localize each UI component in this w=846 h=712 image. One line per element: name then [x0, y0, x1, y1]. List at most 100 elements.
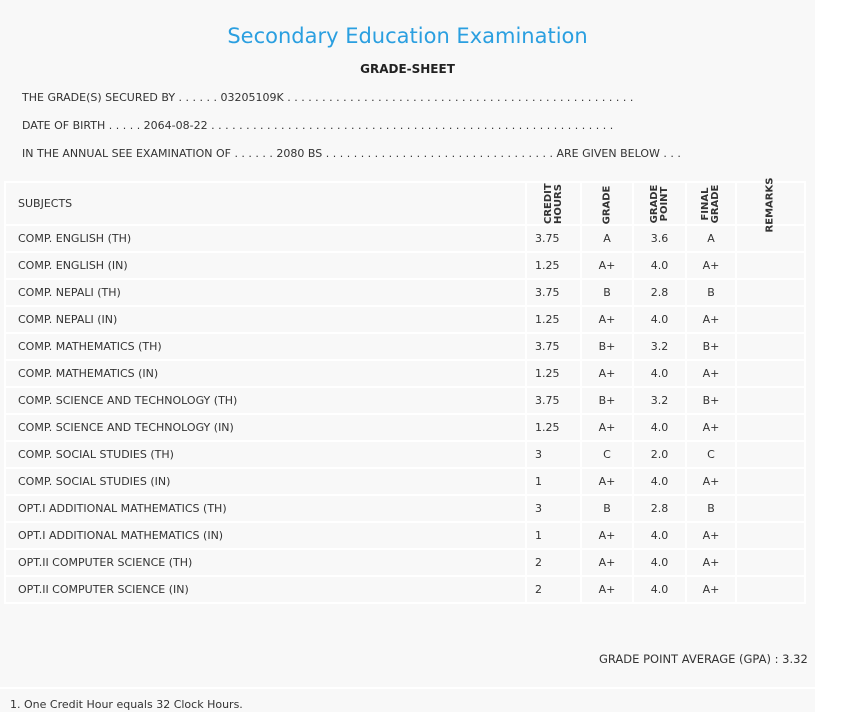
grade-point-cell: 2.8: [632, 278, 687, 307]
final-grade-cell: B+: [685, 332, 737, 361]
table-row: COMP. MATHEMATICS (TH) 3.75 B+ 3.2 B+: [4, 332, 806, 361]
credit-hours-cell: 2: [525, 548, 582, 577]
remarks-cell: [735, 467, 806, 496]
grade-cell: A+: [580, 305, 634, 334]
final-grade-cell: C: [685, 440, 737, 469]
subject-cell: OPT.II COMPUTER SCIENCE (IN): [4, 575, 527, 604]
final-grade-cell: A+: [685, 467, 737, 496]
credit-hours-cell: 3: [525, 494, 582, 523]
grade-cell: A+: [580, 521, 634, 550]
grade-cell: A+: [580, 467, 634, 496]
remarks-cell: [735, 548, 806, 577]
grade-point-cell: 2.0: [632, 440, 687, 469]
grade-point-cell: 4.0: [632, 467, 687, 496]
final-grade-cell: A+: [685, 359, 737, 388]
table-row: COMP. NEPALI (TH) 3.75 B 2.8 B: [4, 278, 806, 307]
remarks-cell: [735, 494, 806, 523]
table-row: COMP. SCIENCE AND TECHNOLOGY (IN) 1.25 A+ 4…: [4, 413, 806, 442]
secured-by-line: THE GRADE(S) SECURED BY . . . . . . 0320…: [22, 91, 634, 104]
remarks-cell: [735, 413, 806, 442]
remarks-cell: [735, 440, 806, 469]
grade-cell: A+: [580, 575, 634, 604]
final-grade-cell: A: [685, 224, 737, 253]
grade-point-cell: 4.0: [632, 251, 687, 280]
credit-hours-cell: 1.25: [525, 359, 582, 388]
subject-cell: COMP. SCIENCE AND TECHNOLOGY (IN): [4, 413, 527, 442]
header-grade-point: GRADE POINT: [632, 181, 687, 226]
credit-hours-cell: 2: [525, 575, 582, 604]
final-grade-cell: B+: [685, 386, 737, 415]
header-credit-hours: CREDIT HOURS: [525, 181, 582, 226]
table-row: COMP. NEPALI (IN) 1.25 A+ 4.0 A+: [4, 305, 806, 334]
header-subjects: SUBJECTS: [4, 181, 527, 226]
grade-point-cell: 3.2: [632, 386, 687, 415]
remarks-cell: [735, 359, 806, 388]
final-grade-cell: A+: [685, 413, 737, 442]
remarks-cell: [735, 386, 806, 415]
subject-cell: COMP. NEPALI (IN): [4, 305, 527, 334]
grade-sheet-subtitle: GRADE-SHEET: [360, 62, 455, 76]
grade-table: SUBJECTS CREDIT HOURS GRADE GRADE POINT …: [4, 178, 806, 604]
remarks-cell: [735, 521, 806, 550]
gpa-summary: GRADE POINT AVERAGE (GPA) : 3.32: [599, 652, 808, 666]
final-grade-cell: A+: [685, 305, 737, 334]
grade-cell: A+: [580, 251, 634, 280]
header-final-grade: FINAL GRADE: [685, 181, 737, 226]
grade-cell: B: [580, 494, 634, 523]
table-row: OPT.I ADDITIONAL MATHEMATICS (TH) 3 B 2.8 B: [4, 494, 806, 523]
final-grade-cell: A+: [685, 521, 737, 550]
grade-cell: B: [580, 278, 634, 307]
final-grade-cell: B: [685, 278, 737, 307]
grade-point-cell: 4.0: [632, 575, 687, 604]
subject-cell: OPT.I ADDITIONAL MATHEMATICS (IN): [4, 521, 527, 550]
remarks-cell: [735, 251, 806, 280]
grade-cell: A: [580, 224, 634, 253]
table-row: COMP. SOCIAL STUDIES (TH) 3 C 2.0 C: [4, 440, 806, 469]
remarks-cell: [735, 332, 806, 361]
page-title: Secondary Education Examination: [227, 24, 588, 48]
subject-cell: COMP. ENGLISH (IN): [4, 251, 527, 280]
header-remarks: REMARKS: [735, 178, 806, 232]
remarks-cell: [735, 224, 806, 253]
final-grade-cell: A+: [685, 548, 737, 577]
credit-hours-cell: 1: [525, 467, 582, 496]
subject-cell: COMP. MATHEMATICS (IN): [4, 359, 527, 388]
subject-cell: COMP. SCIENCE AND TECHNOLOGY (TH): [4, 386, 527, 415]
grade-point-cell: 4.0: [632, 521, 687, 550]
grade-cell: A+: [580, 359, 634, 388]
table-row: COMP. ENGLISH (TH) 3.75 A 3.6 A: [4, 224, 806, 253]
subject-cell: COMP. ENGLISH (TH): [4, 224, 527, 253]
credit-hours-cell: 1.25: [525, 305, 582, 334]
credit-hours-cell: 3.75: [525, 278, 582, 307]
grade-point-cell: 4.0: [632, 305, 687, 334]
subject-cell: COMP. SOCIAL STUDIES (TH): [4, 440, 527, 469]
credit-hours-cell: 1: [525, 521, 582, 550]
grade-cell: C: [580, 440, 634, 469]
final-grade-cell: A+: [685, 575, 737, 604]
subject-cell: COMP. NEPALI (TH): [4, 278, 527, 307]
subject-cell: COMP. MATHEMATICS (TH): [4, 332, 527, 361]
remarks-cell: [735, 575, 806, 604]
table-row: COMP. SCIENCE AND TECHNOLOGY (TH) 3.75 B+ 3…: [4, 386, 806, 415]
grade-point-cell: 2.8: [632, 494, 687, 523]
subject-cell: COMP. SOCIAL STUDIES (IN): [4, 467, 527, 496]
dob-line: DATE OF BIRTH . . . . . 2064-08-22 . . .…: [22, 119, 614, 132]
grade-cell: A+: [580, 548, 634, 577]
grade-point-cell: 4.0: [632, 413, 687, 442]
grade-cell: B+: [580, 386, 634, 415]
table-row: COMP. MATHEMATICS (IN) 1.25 A+ 4.0 A+: [4, 359, 806, 388]
exam-line: IN THE ANNUAL SEE EXAMINATION OF . . . .…: [22, 147, 681, 160]
credit-hours-cell: 3.75: [525, 224, 582, 253]
credit-hours-cell: 3: [525, 440, 582, 469]
grade-point-cell: 3.6: [632, 224, 687, 253]
grade-cell: B+: [580, 332, 634, 361]
final-grade-cell: B: [685, 494, 737, 523]
table-row: OPT.II COMPUTER SCIENCE (IN) 2 A+ 4.0 A+: [4, 575, 806, 604]
subject-cell: OPT.II COMPUTER SCIENCE (TH): [4, 548, 527, 577]
grade-point-cell: 4.0: [632, 359, 687, 388]
grade-point-cell: 4.0: [632, 548, 687, 577]
remarks-cell: [735, 278, 806, 307]
table-row: COMP. SOCIAL STUDIES (IN) 1 A+ 4.0 A+: [4, 467, 806, 496]
grade-point-cell: 3.2: [632, 332, 687, 361]
final-grade-cell: A+: [685, 251, 737, 280]
